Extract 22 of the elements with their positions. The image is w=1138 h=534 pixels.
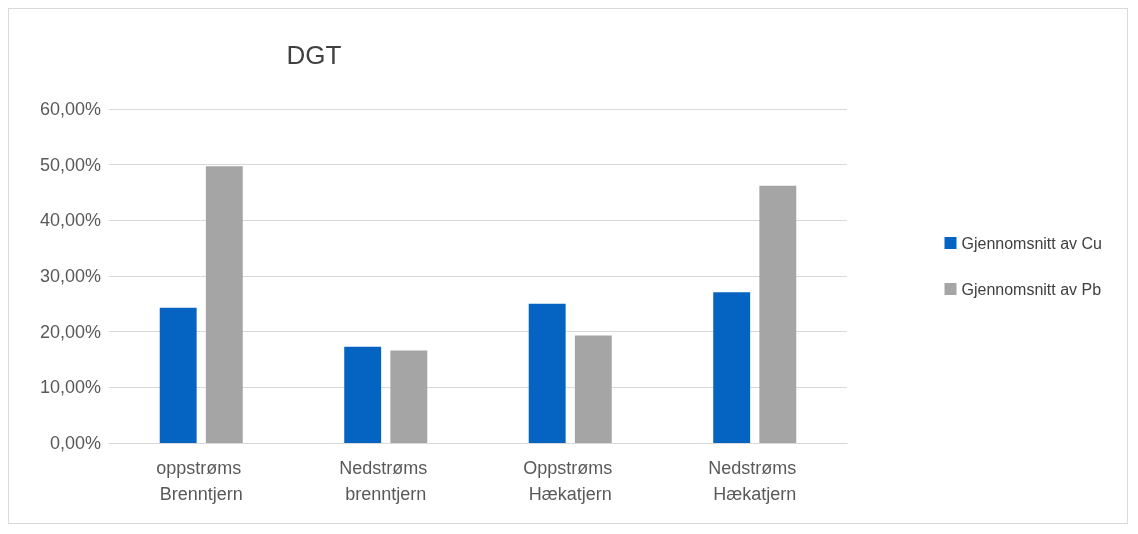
bar (574, 335, 612, 443)
y-tick-label: 60,00% (39, 99, 101, 119)
x-tick-label: Oppstrøms Hækatjern (523, 458, 618, 504)
legend-label: Gjennomsnitt av Cu (961, 234, 1103, 252)
x-tick-label: oppstrøms Brenntjern (156, 458, 247, 504)
y-tick-label: 40,00% (39, 210, 101, 231)
bar (205, 166, 243, 443)
y-tick-label: 50,00% (39, 154, 101, 175)
bar (344, 346, 382, 443)
x-tick-label: Nedstrøms Hækatjern (708, 458, 802, 504)
x-tick-label: Nedstrøms brenntjern (339, 458, 433, 504)
bar (390, 350, 428, 443)
y-tick-label: 20,00% (39, 321, 101, 342)
y-tick-label: 30,00% (39, 266, 101, 286)
bar (159, 307, 197, 443)
bar (759, 185, 797, 443)
bar (528, 303, 566, 443)
y-tick-label: 0,00% (49, 433, 101, 453)
y-tick-label: 10,00% (39, 377, 101, 398)
legend-label: Gjennomsnitt av Pb (961, 280, 1102, 298)
chart-title: DGT (286, 40, 342, 70)
bar (713, 292, 751, 443)
